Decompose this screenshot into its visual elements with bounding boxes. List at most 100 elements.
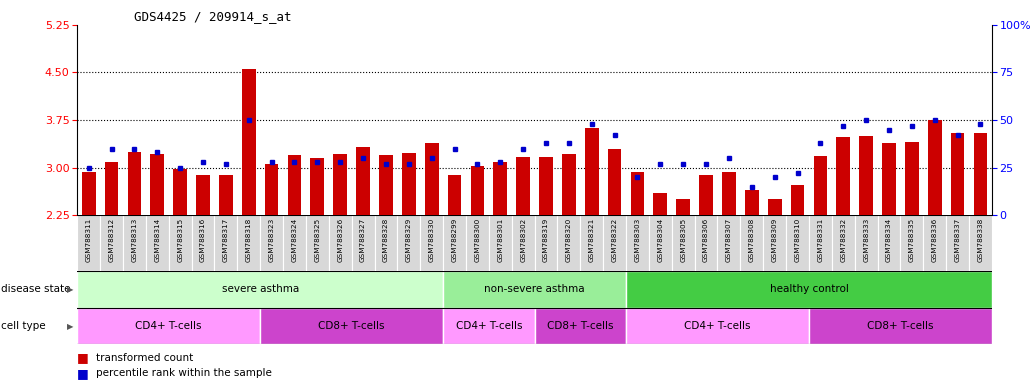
Text: GDS4425 / 209914_s_at: GDS4425 / 209914_s_at <box>134 10 291 23</box>
Bar <box>580 215 604 271</box>
Bar <box>557 215 580 271</box>
Bar <box>77 308 261 344</box>
Bar <box>173 169 187 215</box>
Bar <box>718 215 741 271</box>
Bar <box>626 308 809 344</box>
Text: healthy control: healthy control <box>769 284 849 295</box>
Bar <box>512 215 535 271</box>
Bar <box>809 308 992 344</box>
Text: GSM788333: GSM788333 <box>863 218 869 262</box>
Bar <box>150 154 164 215</box>
Text: GSM788299: GSM788299 <box>451 218 457 262</box>
Bar <box>334 154 347 215</box>
Bar <box>489 215 512 271</box>
Text: GSM788303: GSM788303 <box>634 218 641 262</box>
Text: transformed count: transformed count <box>96 353 193 363</box>
Text: GSM788312: GSM788312 <box>108 218 114 262</box>
Bar <box>493 162 507 215</box>
Bar <box>443 271 626 308</box>
Bar <box>77 271 443 308</box>
Text: GSM788320: GSM788320 <box>565 218 572 262</box>
Bar <box>951 133 964 215</box>
Bar <box>585 128 598 215</box>
Bar <box>105 162 118 215</box>
Text: GSM788314: GSM788314 <box>154 218 161 262</box>
Text: GSM788334: GSM788334 <box>886 218 892 262</box>
Bar <box>608 149 621 215</box>
Text: ■: ■ <box>77 351 89 364</box>
Bar <box>196 175 210 215</box>
Bar <box>699 175 713 215</box>
Text: GSM788337: GSM788337 <box>955 218 961 262</box>
Bar <box>146 215 169 271</box>
Text: ▶: ▶ <box>67 322 73 331</box>
Text: GSM788322: GSM788322 <box>612 218 618 262</box>
Text: GSM788330: GSM788330 <box>428 218 435 262</box>
Text: GSM788300: GSM788300 <box>475 218 480 262</box>
Text: GSM788331: GSM788331 <box>818 218 823 262</box>
Text: GSM788335: GSM788335 <box>908 218 915 262</box>
Bar <box>219 175 233 215</box>
Bar <box>694 215 718 271</box>
Bar <box>375 215 398 271</box>
Text: GSM788323: GSM788323 <box>269 218 275 262</box>
Text: cell type: cell type <box>1 321 45 331</box>
Bar <box>123 215 146 271</box>
Text: CD4+ T-cells: CD4+ T-cells <box>455 321 522 331</box>
Bar <box>859 136 873 215</box>
Text: ▶: ▶ <box>67 285 73 294</box>
Bar <box>809 215 832 271</box>
Text: GSM788338: GSM788338 <box>977 218 984 262</box>
Bar <box>786 215 809 271</box>
Bar <box>283 215 306 271</box>
Text: GSM788301: GSM788301 <box>497 218 504 262</box>
Text: CD8+ T-cells: CD8+ T-cells <box>547 321 614 331</box>
Bar <box>100 215 123 271</box>
Bar <box>855 215 878 271</box>
Bar <box>562 154 576 215</box>
Bar <box>261 308 443 344</box>
Bar <box>832 215 855 271</box>
Bar <box>672 215 694 271</box>
Bar <box>535 215 557 271</box>
Text: GSM788336: GSM788336 <box>932 218 937 262</box>
Text: GSM788305: GSM788305 <box>680 218 686 262</box>
Text: GSM788326: GSM788326 <box>337 218 343 262</box>
Text: CD8+ T-cells: CD8+ T-cells <box>318 321 385 331</box>
Bar <box>379 155 392 215</box>
Text: percentile rank within the sample: percentile rank within the sample <box>96 368 272 378</box>
Bar <box>402 153 416 215</box>
Bar <box>420 215 443 271</box>
Text: ■: ■ <box>77 367 89 380</box>
Text: GSM788328: GSM788328 <box>383 218 389 262</box>
Bar <box>653 193 667 215</box>
Text: GSM788304: GSM788304 <box>657 218 663 262</box>
Bar <box>351 215 375 271</box>
Bar <box>242 69 255 215</box>
Text: GSM788315: GSM788315 <box>177 218 183 262</box>
Bar <box>763 215 786 271</box>
Bar <box>287 155 302 215</box>
Text: GSM788318: GSM788318 <box>246 218 251 262</box>
Text: GSM788329: GSM788329 <box>406 218 412 262</box>
Bar <box>310 158 324 215</box>
Bar <box>973 133 988 215</box>
Bar <box>466 215 489 271</box>
Bar <box>516 157 530 215</box>
Bar <box>928 120 941 215</box>
Text: GSM788317: GSM788317 <box>222 218 229 262</box>
Text: GSM788310: GSM788310 <box>794 218 800 262</box>
Text: GSM788327: GSM788327 <box>360 218 366 262</box>
Text: GSM788332: GSM788332 <box>840 218 847 262</box>
Bar <box>791 185 804 215</box>
Bar <box>424 144 439 215</box>
Text: GSM788302: GSM788302 <box>520 218 526 262</box>
Bar <box>836 137 850 215</box>
Bar <box>169 215 192 271</box>
Bar <box>722 172 735 215</box>
Bar <box>448 175 461 215</box>
Bar <box>677 199 690 215</box>
Text: disease state: disease state <box>1 284 70 295</box>
Bar <box>329 215 351 271</box>
Text: non-severe asthma: non-severe asthma <box>484 284 585 295</box>
